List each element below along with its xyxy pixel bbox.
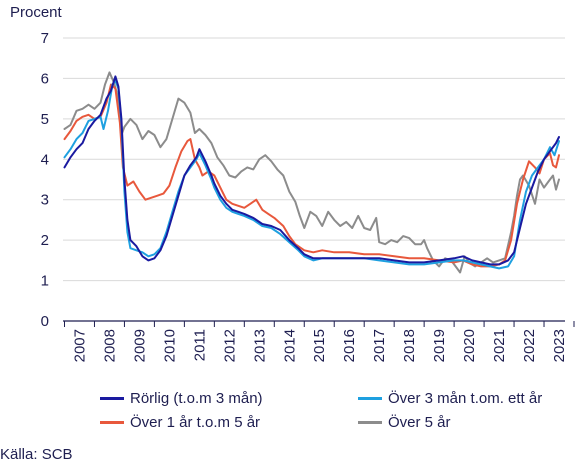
series-line-3 xyxy=(63,71,560,274)
y-tick-label: 5 xyxy=(41,111,49,128)
x-tick-label: 2021 xyxy=(491,329,508,362)
x-tick-label: 2015 xyxy=(311,329,328,362)
y-tick-label: 0 xyxy=(41,313,49,330)
x-tick-label: 2018 xyxy=(401,329,418,362)
legend-item-3man: Över 3 mån t.om. ett år xyxy=(358,390,542,407)
x-tick-label: 2009 xyxy=(131,329,148,362)
grid-lines xyxy=(63,37,565,282)
x-tick-label: 2019 xyxy=(431,329,448,362)
y-tick-label: 6 xyxy=(41,70,49,87)
x-tick-label: 2017 xyxy=(371,329,388,362)
legend-item-1-5ar: Över 1 år t.o.m 5 år xyxy=(100,414,260,431)
legend-item-rorlig: Rörlig (t.o.m 3 mån) xyxy=(100,390,263,407)
legend-swatch-5ar xyxy=(358,421,382,424)
y-tick-label: 1 xyxy=(41,273,49,290)
x-tick-label: 2013 xyxy=(251,329,268,362)
legend-label-1-5ar: Över 1 år t.o.m 5 år xyxy=(130,414,261,431)
x-tick-label: 2020 xyxy=(461,329,478,362)
x-tick-label: 2011 xyxy=(191,329,208,361)
x-tick-label: 2012 xyxy=(221,329,238,362)
x-tick-label: 2008 xyxy=(101,329,118,362)
legend-swatch-3man xyxy=(358,397,382,400)
x-axis: 2007 2008 2009 2010 2011 2012 2013 2014 2015 2016… xyxy=(63,320,575,362)
legend-swatch-1-5ar xyxy=(100,421,124,424)
legend-label-rorlig: Rörlig (t.o.m 3 mån) xyxy=(130,390,263,407)
y-tick-label: 4 xyxy=(41,151,49,168)
legend-label-5ar: Över 5 år xyxy=(388,414,451,431)
legend-item-5ar: Över 5 år xyxy=(358,414,451,431)
x-tick-label: 2010 xyxy=(161,329,178,362)
x-tick-label: 2014 xyxy=(281,329,298,362)
legend-swatch-rorlig xyxy=(100,397,124,400)
x-tick-label: 2007 xyxy=(71,329,88,362)
y-axis-title: Procent xyxy=(10,4,63,21)
y-tick-label: 7 xyxy=(41,30,49,47)
y-tick-label: 2 xyxy=(41,232,49,249)
series-lines xyxy=(63,71,560,274)
x-tick-label: 2016 xyxy=(341,329,358,362)
series-line-0 xyxy=(63,75,560,266)
line-chart: 0 1 2 3 4 5 6 7 2007 2008 2009 2010 2011 2012 2013 201… xyxy=(10,4,575,362)
legend-label-3man: Över 3 mån t.om. ett år xyxy=(388,390,543,407)
y-axis: 0 1 2 3 4 5 6 7 xyxy=(41,30,49,330)
y-tick-label: 3 xyxy=(41,192,49,209)
source-note: Källa: SCB xyxy=(0,446,73,463)
x-tick-label: 2023 xyxy=(551,329,568,362)
series-line-2 xyxy=(63,83,560,268)
x-tick-label: 2022 xyxy=(521,329,538,362)
